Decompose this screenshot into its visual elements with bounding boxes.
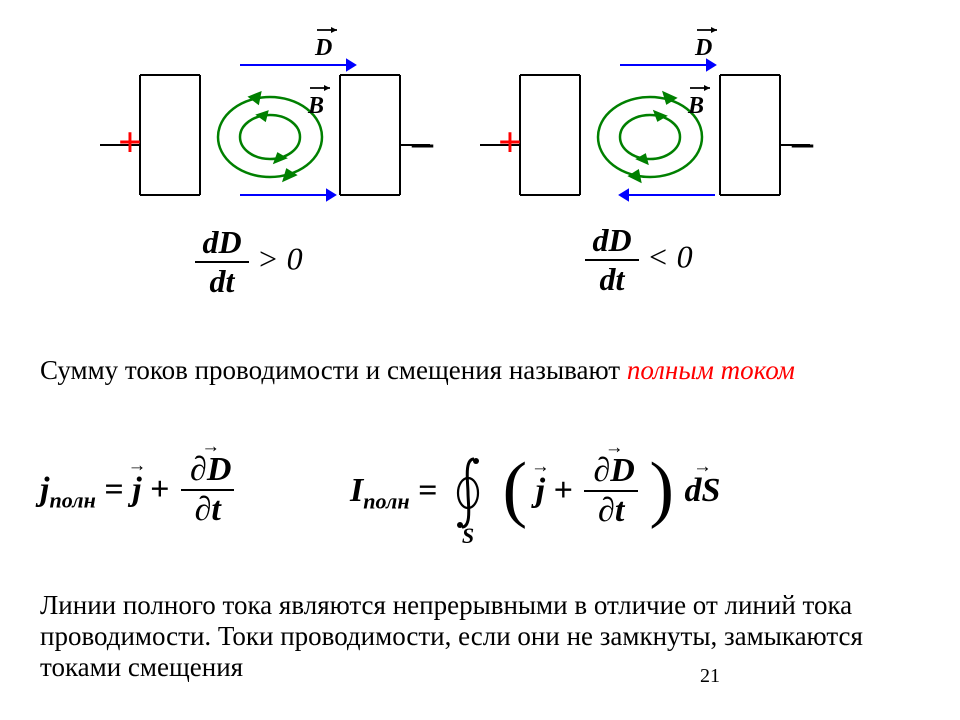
surface-integral-icon: S — [448, 453, 488, 533]
right-capacitor-diagram — [480, 45, 810, 225]
right-plus-sign: + — [498, 119, 522, 167]
left-capacitor-diagram — [100, 45, 430, 225]
right-minus-sign: – — [792, 119, 813, 167]
right-B-label: B — [688, 93, 704, 120]
formula-j-full: jполн = j + ∂D ∂t — [40, 453, 237, 531]
formula-row: jполн = j + ∂D ∂t Iполн = S ( — [40, 425, 920, 545]
paragraph-2: Линии полного тока являются непрерывными… — [40, 590, 920, 683]
paragraph-1: Сумму токов проводимости и смещения назы… — [40, 355, 920, 386]
right-D-label: D — [695, 35, 712, 62]
left-minus-sign: – — [412, 119, 433, 167]
page-root: D B + – — [0, 0, 960, 720]
left-plus-sign: + — [118, 119, 142, 167]
page-number: 21 — [700, 665, 720, 688]
right-derivative-caption: dD dt < 0 — [585, 222, 693, 298]
left-D-label: D — [315, 35, 332, 62]
formula-I-full: Iполн = S ( j + ∂D ∂t ) dS — [350, 453, 720, 533]
left-derivative-caption: dD dt > 0 — [195, 224, 303, 300]
left-B-label: B — [308, 93, 324, 120]
